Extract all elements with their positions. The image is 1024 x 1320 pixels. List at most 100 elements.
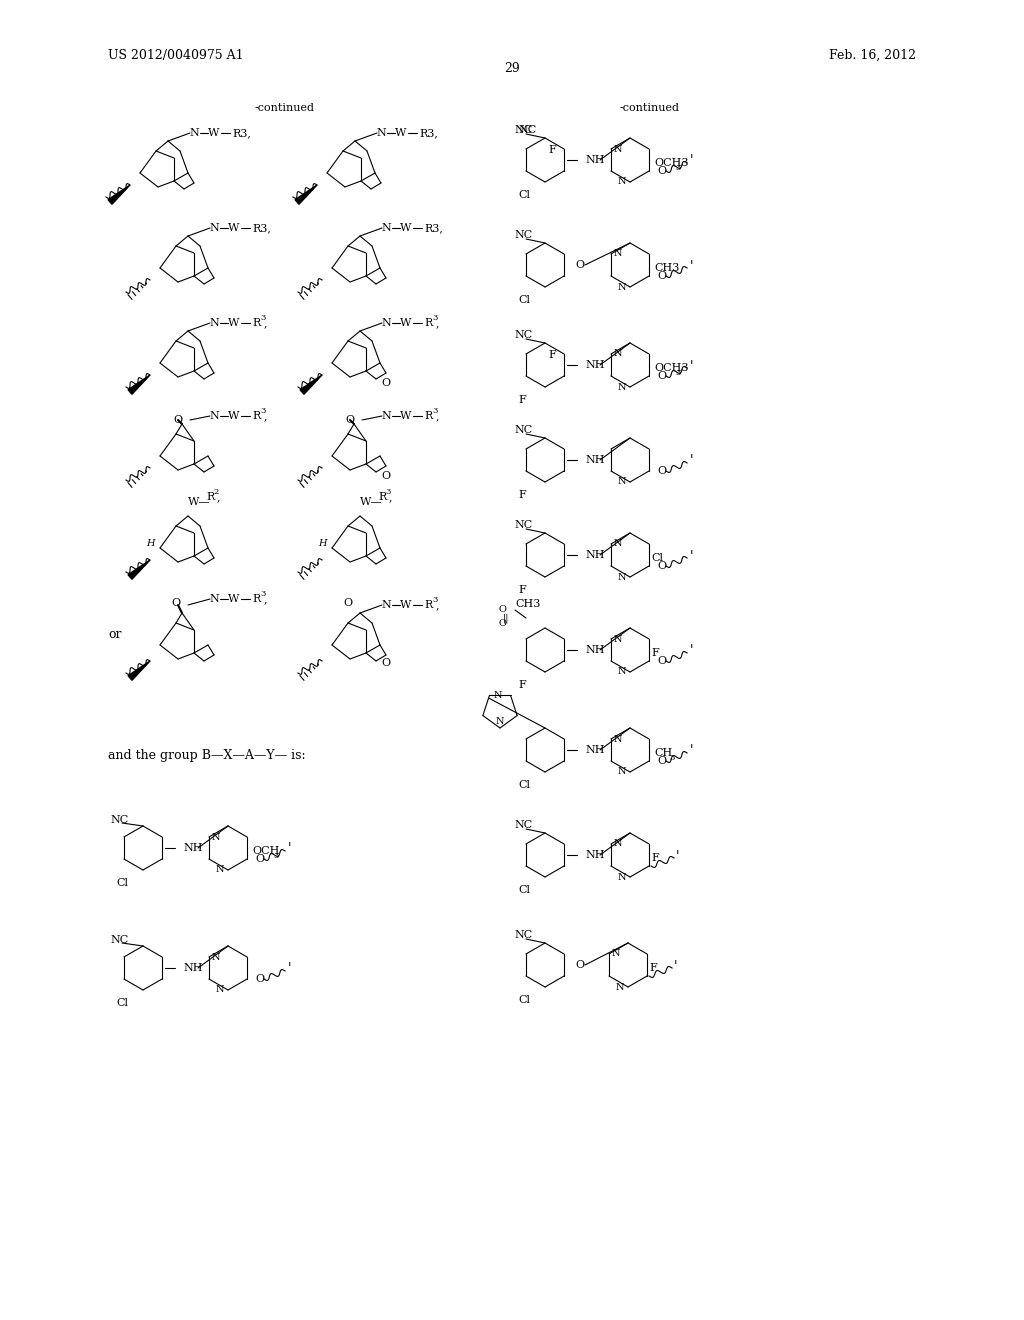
Text: and the group B—X—A—Y— is:: and the group B—X—A—Y— is: bbox=[108, 750, 305, 763]
Text: O: O bbox=[173, 414, 182, 425]
Text: R3,: R3, bbox=[419, 128, 438, 139]
Text: ,: , bbox=[264, 411, 267, 421]
Text: O: O bbox=[381, 657, 390, 668]
Text: O: O bbox=[575, 960, 584, 970]
Text: R: R bbox=[252, 594, 260, 605]
Text: 3: 3 bbox=[432, 407, 437, 414]
Text: ,: , bbox=[264, 318, 267, 327]
Text: O: O bbox=[171, 598, 180, 609]
Text: NH: NH bbox=[585, 455, 604, 465]
Text: W—: W— bbox=[360, 498, 383, 507]
Text: N: N bbox=[617, 873, 626, 882]
Text: R: R bbox=[206, 492, 214, 502]
Text: NC: NC bbox=[514, 931, 532, 940]
Text: ,: , bbox=[389, 492, 392, 502]
Text: N: N bbox=[381, 601, 391, 610]
Text: F: F bbox=[649, 964, 656, 973]
Text: CH3: CH3 bbox=[654, 263, 680, 273]
Text: O: O bbox=[345, 414, 354, 425]
Text: N: N bbox=[614, 144, 623, 153]
Text: ': ' bbox=[690, 359, 693, 372]
Text: F: F bbox=[548, 145, 556, 154]
Text: O: O bbox=[657, 166, 667, 176]
Text: N: N bbox=[617, 767, 626, 776]
Text: NH: NH bbox=[585, 360, 604, 370]
Text: O: O bbox=[657, 756, 667, 766]
Text: O: O bbox=[657, 466, 667, 477]
Text: N: N bbox=[215, 986, 224, 994]
Text: N: N bbox=[212, 833, 220, 842]
Text: F: F bbox=[518, 395, 525, 405]
Text: R3,: R3, bbox=[232, 128, 251, 139]
Text: NC: NC bbox=[514, 520, 532, 531]
Text: N: N bbox=[614, 840, 623, 849]
Text: N: N bbox=[209, 223, 219, 234]
Text: ': ' bbox=[690, 744, 693, 758]
Text: W: W bbox=[208, 128, 220, 139]
Text: N: N bbox=[381, 318, 391, 327]
Text: N: N bbox=[617, 668, 626, 676]
Text: O: O bbox=[381, 378, 390, 388]
Polygon shape bbox=[128, 661, 150, 680]
Text: ||: || bbox=[503, 614, 509, 623]
Text: O: O bbox=[498, 619, 506, 628]
Text: F: F bbox=[518, 585, 525, 595]
Text: ': ' bbox=[690, 154, 693, 168]
Text: N: N bbox=[617, 478, 626, 487]
Text: R3,: R3, bbox=[252, 223, 271, 234]
Text: R: R bbox=[424, 318, 432, 327]
Text: N: N bbox=[381, 223, 391, 234]
Text: NC: NC bbox=[514, 125, 532, 135]
Text: N: N bbox=[612, 949, 621, 958]
Text: ,: , bbox=[436, 411, 439, 421]
Text: NC: NC bbox=[514, 230, 532, 240]
Text: ,: , bbox=[436, 601, 439, 610]
Text: W—: W— bbox=[188, 498, 211, 507]
Text: ,: , bbox=[436, 318, 439, 327]
Text: O: O bbox=[657, 561, 667, 572]
Text: O: O bbox=[498, 606, 506, 615]
Text: or: or bbox=[108, 628, 122, 642]
Text: N: N bbox=[614, 734, 623, 743]
Text: N: N bbox=[212, 953, 220, 961]
Text: US 2012/0040975 A1: US 2012/0040975 A1 bbox=[108, 49, 244, 62]
Text: NH: NH bbox=[585, 850, 604, 861]
Text: Cl: Cl bbox=[116, 878, 128, 888]
Text: N: N bbox=[189, 128, 199, 139]
Text: 2: 2 bbox=[213, 488, 218, 496]
Text: N: N bbox=[209, 318, 219, 327]
Polygon shape bbox=[128, 560, 150, 579]
Text: ': ' bbox=[690, 644, 693, 657]
Text: O: O bbox=[657, 656, 667, 667]
Text: N: N bbox=[209, 594, 219, 605]
Text: Cl: Cl bbox=[518, 995, 530, 1005]
Text: R3,: R3, bbox=[424, 223, 442, 234]
Text: O: O bbox=[255, 854, 264, 865]
Text: ': ' bbox=[288, 962, 292, 975]
Polygon shape bbox=[128, 375, 150, 395]
Text: W: W bbox=[228, 318, 240, 327]
Text: NH: NH bbox=[585, 645, 604, 655]
Text: N: N bbox=[614, 350, 623, 359]
Text: Cl: Cl bbox=[518, 884, 530, 895]
Text: W: W bbox=[400, 318, 412, 327]
Text: Cl: Cl bbox=[518, 780, 530, 789]
Text: NC: NC bbox=[110, 814, 128, 825]
Text: ': ' bbox=[674, 960, 678, 973]
Text: N: N bbox=[215, 866, 224, 874]
Text: 3: 3 bbox=[432, 597, 437, 605]
Text: R: R bbox=[424, 411, 432, 421]
Text: ': ' bbox=[676, 850, 680, 862]
Text: O: O bbox=[657, 271, 667, 281]
Text: N: N bbox=[614, 540, 623, 549]
Text: W: W bbox=[400, 411, 412, 421]
Text: 3: 3 bbox=[675, 370, 680, 378]
Text: N: N bbox=[376, 128, 386, 139]
Text: 3: 3 bbox=[260, 314, 265, 322]
Text: ': ' bbox=[690, 260, 693, 272]
Text: Cl: Cl bbox=[651, 553, 664, 564]
Text: ,: , bbox=[264, 594, 267, 605]
Text: N: N bbox=[617, 282, 626, 292]
Text: F: F bbox=[548, 350, 556, 360]
Text: N: N bbox=[496, 718, 504, 726]
